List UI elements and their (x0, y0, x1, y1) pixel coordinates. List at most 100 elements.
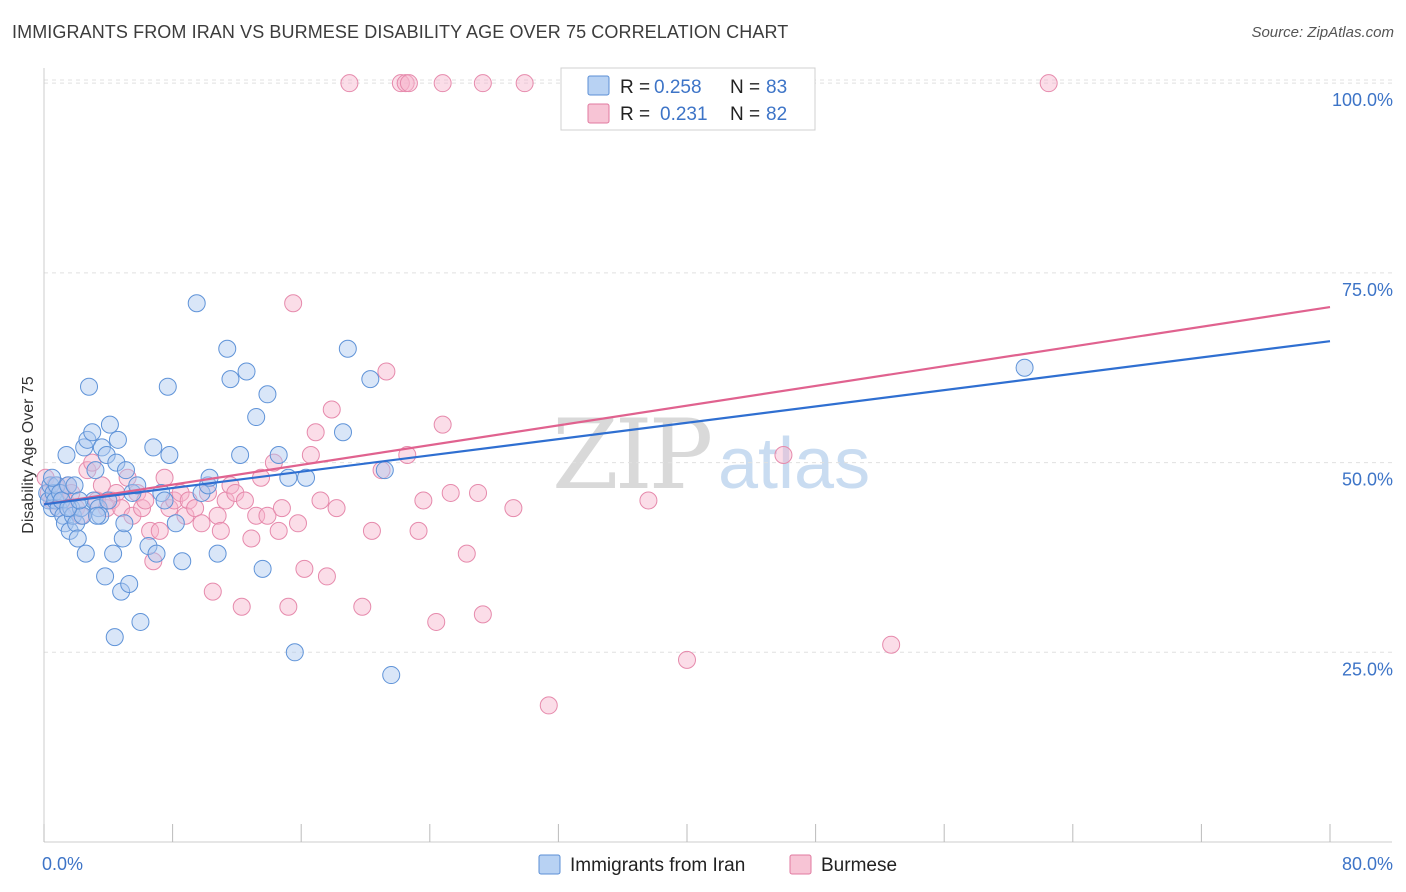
iran-point (100, 415, 119, 434)
burmese-point (208, 506, 227, 525)
iran-point (269, 446, 288, 464)
iran-point (96, 567, 115, 586)
watermark-atlas: atlas (718, 424, 870, 504)
burmese-point (539, 696, 558, 715)
burmese-point (211, 521, 230, 540)
iran-point (258, 385, 277, 404)
burmese-point (141, 521, 160, 540)
burmese-point (362, 521, 381, 540)
axes (43, 68, 1392, 843)
burmese-point (322, 400, 341, 419)
iran-point (80, 377, 99, 396)
iran-point (253, 559, 272, 578)
source-credit: Source: ZipAtlas.com (1251, 24, 1394, 41)
burmese-point (242, 529, 261, 548)
burmese-point (433, 415, 452, 434)
trend-line-iran (43, 340, 1331, 506)
watermark-zip: ZIP (552, 399, 711, 511)
iran-point (218, 339, 237, 358)
iran-point (104, 544, 123, 563)
legend-r-label-burmese: R = (620, 104, 650, 125)
iran-point (158, 377, 177, 396)
iran-point (231, 446, 250, 464)
iran-point (160, 446, 179, 464)
burmese-point (469, 483, 488, 502)
burmese-point (353, 597, 372, 616)
legend-swatch-iran (587, 75, 610, 96)
burmese-point (327, 499, 346, 518)
burmese-point (279, 597, 298, 616)
trend-lines (43, 305, 1331, 506)
burmese-point (186, 499, 205, 518)
iran-point (338, 339, 357, 358)
iran-point (285, 643, 304, 662)
iran-point (333, 423, 352, 442)
iran-point (76, 544, 95, 563)
y-tick-label: 100.0% (1332, 90, 1393, 110)
burmese-point (235, 491, 254, 510)
iran-point (43, 468, 62, 487)
burmese-point (284, 294, 303, 313)
burmese-point (639, 491, 658, 510)
iran-point (173, 552, 192, 571)
burmese-point (504, 499, 523, 518)
y-axis-label: Disability Age Over 75 (20, 376, 37, 534)
burmese-point (306, 423, 325, 442)
burmese-point (457, 544, 476, 563)
iran-point (147, 544, 166, 563)
bottom-legend-label-iran: Immigrants from Iran (570, 855, 745, 876)
burmese-point (92, 476, 111, 495)
iran-point (131, 612, 150, 631)
iran-point (83, 423, 102, 442)
iran-point (107, 453, 126, 472)
trend-line-burmese (43, 305, 1331, 506)
burmese-point (192, 514, 211, 533)
bottom-legend-swatch-iran (538, 854, 561, 875)
y-tick-label: 50.0% (1342, 470, 1393, 490)
series-iran-points (38, 294, 1034, 685)
burmese-point (441, 483, 460, 502)
iran-point (375, 461, 394, 480)
burmese-point (774, 446, 793, 464)
x-tick-label-min: 0.0% (42, 854, 83, 874)
iran-point (166, 514, 185, 533)
burmese-point (515, 74, 534, 93)
burmese-point (409, 521, 428, 540)
burmese-point (1039, 74, 1058, 93)
iran-point (65, 476, 84, 495)
burmese-point (176, 506, 195, 525)
iran-point (116, 461, 135, 480)
burmese-point (258, 506, 277, 525)
iran-point (237, 362, 256, 381)
bottom-legend-label-burmese: Burmese (821, 855, 897, 876)
legend-r-label-iran: R = (620, 77, 650, 98)
iran-point (57, 446, 76, 464)
iran-point (68, 529, 87, 548)
legend-n-value-iran: 83 (766, 77, 787, 98)
iran-point (113, 529, 132, 548)
burmese-point (473, 605, 492, 624)
iran-point (105, 628, 124, 647)
burmese-point (377, 362, 396, 381)
y-tick-label: 75.0% (1342, 280, 1393, 300)
legend-r-value-burmese: 0.231 (660, 104, 708, 125)
burmese-point (226, 483, 245, 502)
iran-point (89, 499, 108, 518)
iran-point (297, 468, 316, 487)
burmese-point (882, 635, 901, 654)
burmese-point (340, 74, 359, 93)
iran-point (97, 446, 116, 464)
iran-point (187, 294, 206, 313)
bottom-legend-swatch-burmese (789, 854, 812, 875)
watermark: ZIP atlas (552, 399, 870, 511)
y-tick-labels: 25.0% 50.0% 75.0% 100.0% (1332, 90, 1393, 679)
x-tick-label-max: 80.0% (1342, 854, 1393, 874)
legend-swatch-burmese (587, 103, 610, 124)
x-tick-labels: 0.0% 80.0% (42, 854, 1393, 874)
iran-point (86, 461, 105, 480)
iran-point (155, 491, 174, 510)
iran-point (120, 575, 139, 593)
burmese-point (150, 521, 169, 540)
iran-point (1015, 358, 1034, 377)
